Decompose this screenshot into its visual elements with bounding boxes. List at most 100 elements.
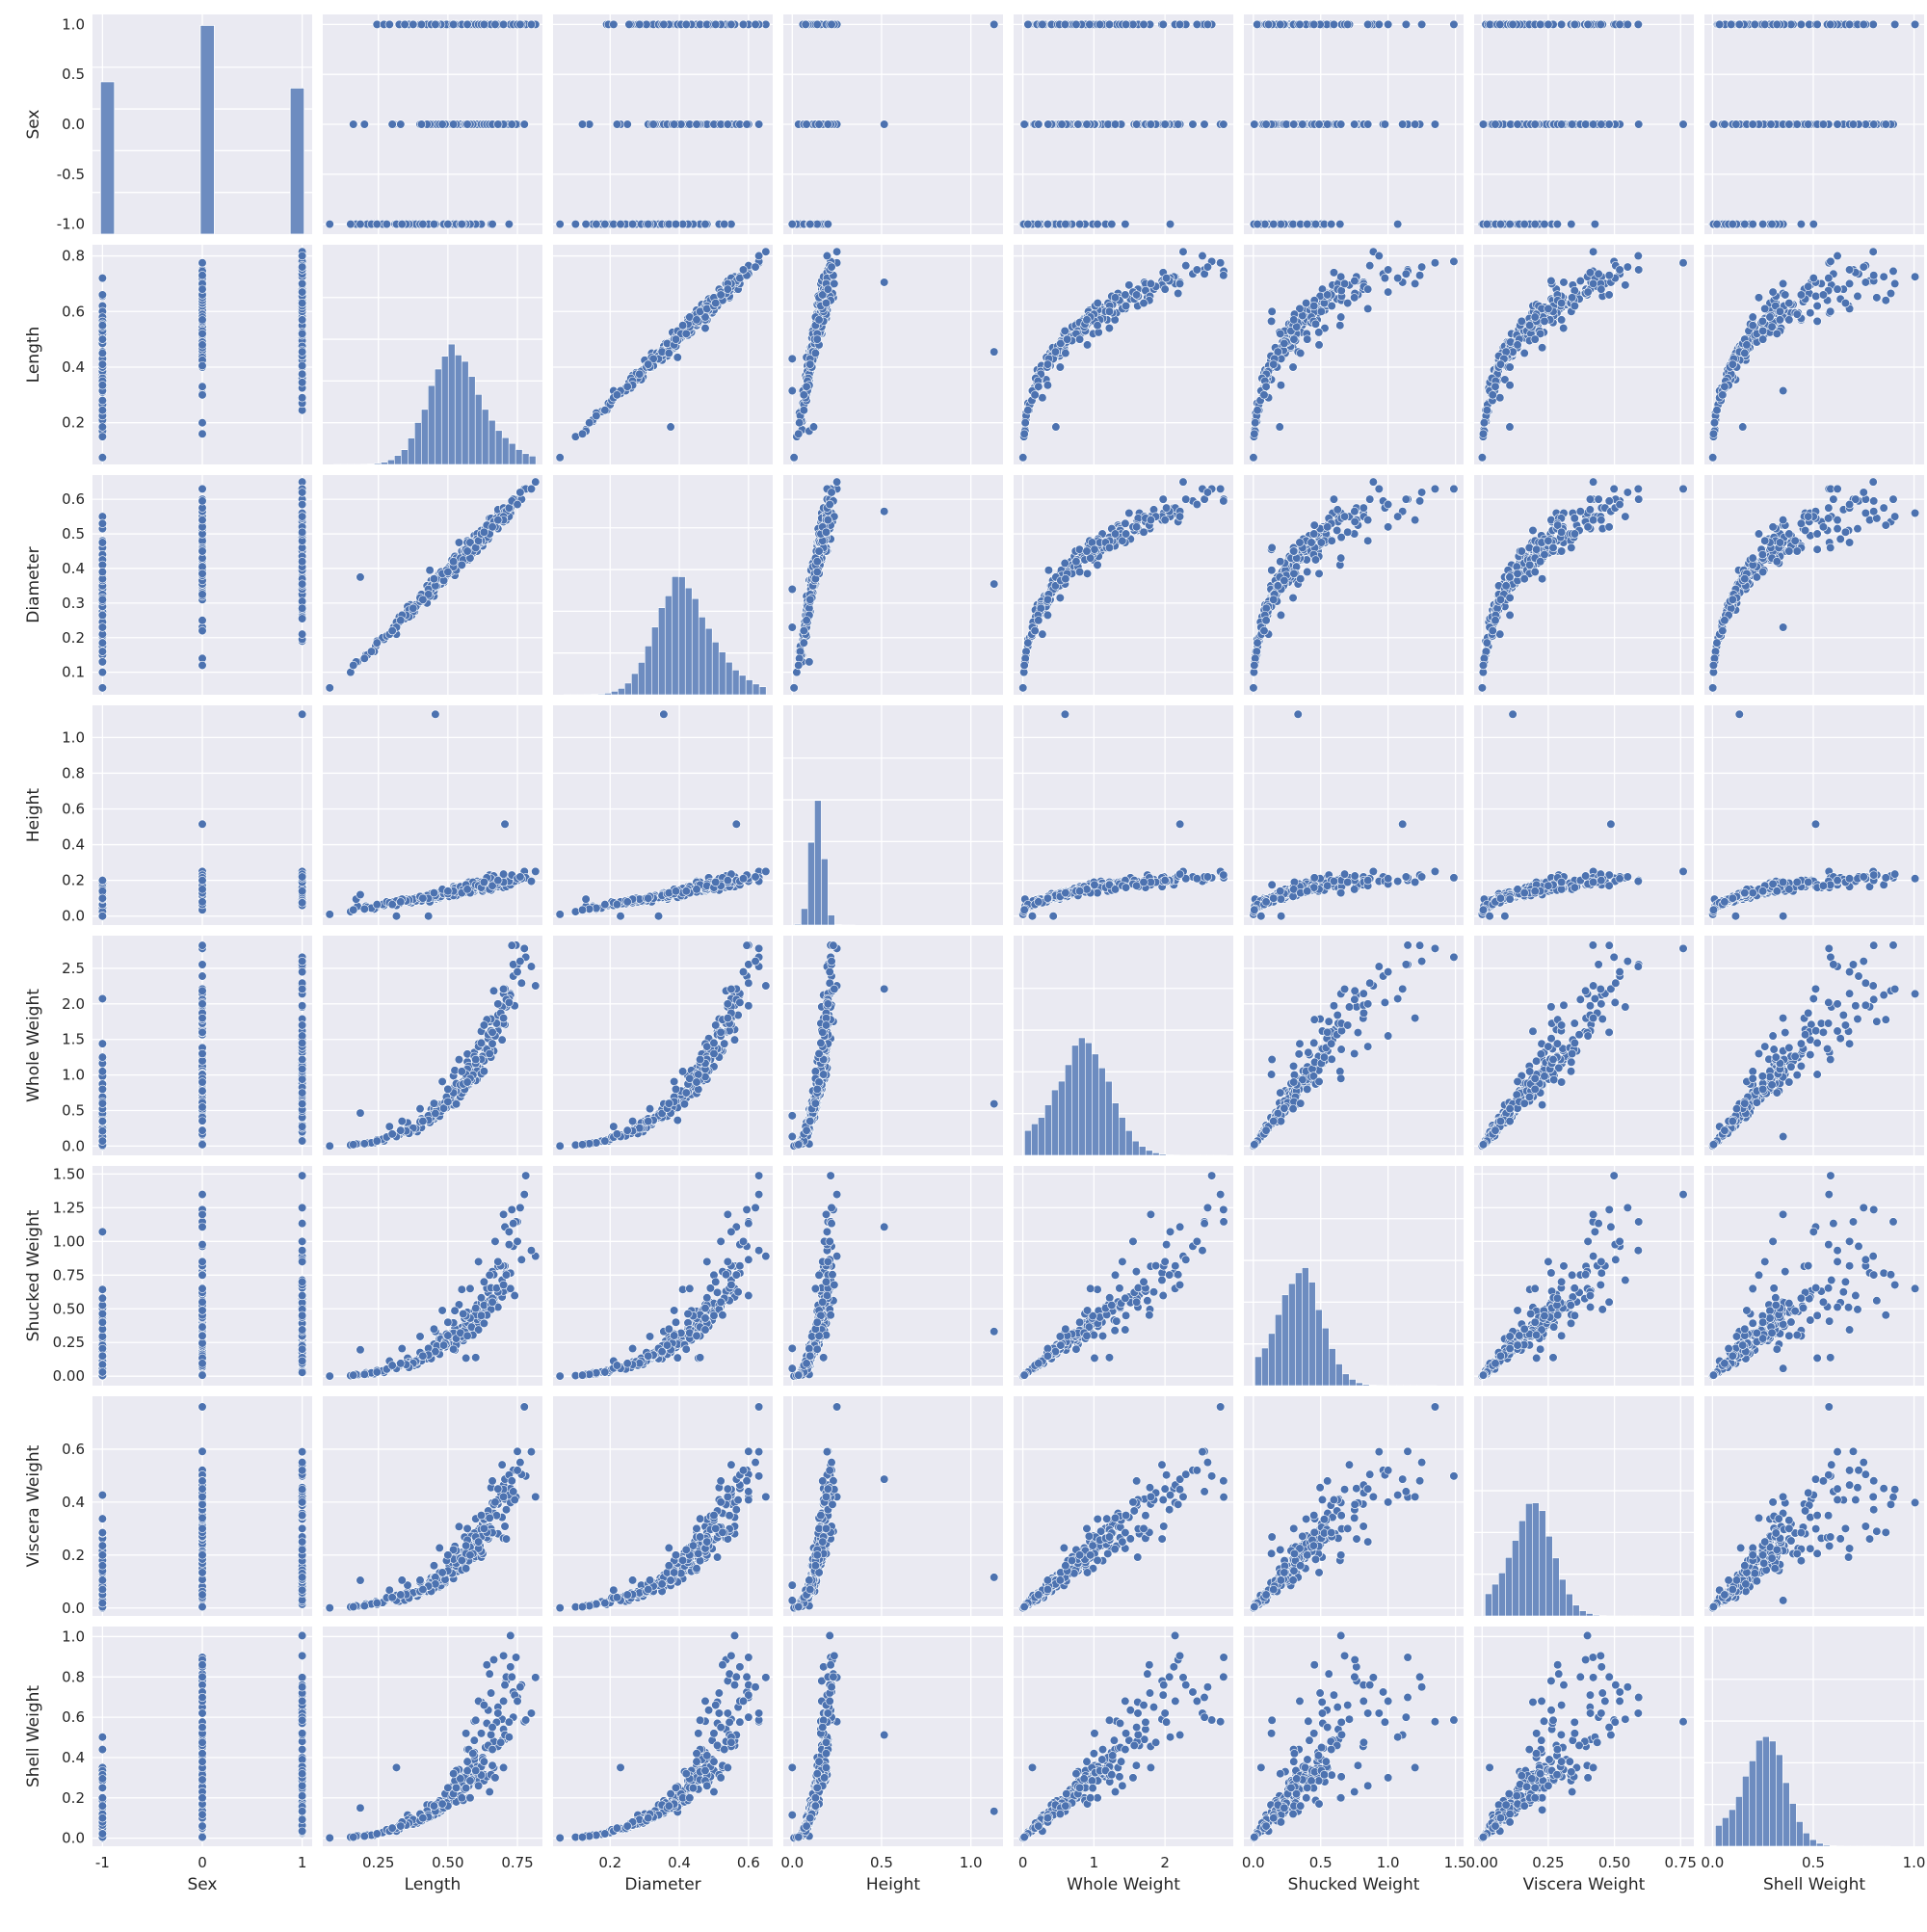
- histogram-bar: [455, 355, 462, 464]
- scatter-point: [1375, 20, 1384, 29]
- scatter-point: [388, 120, 397, 129]
- scatter-point: [1290, 335, 1299, 344]
- scatter-point: [800, 626, 808, 635]
- scatter-point: [1043, 220, 1052, 228]
- scatter-point: [1051, 348, 1060, 357]
- scatter-point: [1849, 120, 1858, 129]
- scatter-point: [98, 349, 107, 357]
- scatter-point: [298, 299, 306, 307]
- scatter-point: [1797, 20, 1806, 29]
- scatter-point: [813, 20, 822, 29]
- scatter-point: [1311, 320, 1320, 329]
- scatter-point: [356, 220, 365, 228]
- scatter-point: [1340, 279, 1349, 288]
- scatter-point: [824, 120, 832, 129]
- scatter-point: [1741, 220, 1750, 228]
- scatter-point: [635, 20, 644, 29]
- scatter-point: [198, 383, 207, 391]
- scatter-point: [1721, 383, 1729, 391]
- scatter-point: [1595, 270, 1603, 278]
- y-tick-label: 0.8: [62, 248, 85, 265]
- scatter-point: [1634, 20, 1643, 29]
- scatter-point: [628, 220, 637, 228]
- scatter-point: [298, 361, 306, 370]
- scatter-point: [1311, 220, 1320, 228]
- scatter-point: [806, 360, 815, 369]
- scatter-point: [1841, 299, 1850, 307]
- scatter-point: [1544, 20, 1553, 29]
- scatter-point: [1768, 220, 1777, 228]
- scatter-point: [1253, 20, 1261, 29]
- scatter-point: [1779, 386, 1787, 395]
- scatter-point: [693, 120, 701, 129]
- scatter-point: [593, 220, 601, 228]
- scatter-point: [1262, 120, 1271, 129]
- y-tick-label: 0.2: [62, 629, 85, 647]
- panel-diameter-vs-whole_weight: [1014, 475, 1233, 695]
- scatter-point: [1531, 313, 1540, 322]
- scatter-point: [1323, 291, 1332, 300]
- scatter-point: [1018, 453, 1027, 462]
- scatter-point: [516, 489, 525, 497]
- scatter-point: [449, 20, 458, 29]
- scatter-point: [1589, 248, 1597, 256]
- scatter-point: [1781, 291, 1789, 300]
- scatter-point: [1315, 120, 1324, 129]
- panel-length-vs-whole_weight: [1014, 245, 1233, 464]
- scatter-point: [1282, 120, 1291, 129]
- histogram-bar: [387, 460, 394, 464]
- scatter-point: [449, 120, 458, 129]
- scatter-point: [578, 430, 587, 438]
- scatter-point: [1174, 289, 1182, 298]
- scatter-point: [298, 489, 306, 497]
- scatter-point: [508, 120, 516, 129]
- scatter-point: [1589, 120, 1597, 129]
- scatter-point: [1571, 20, 1579, 29]
- scatter-point: [1813, 302, 1822, 310]
- scatter-point: [1336, 321, 1345, 330]
- scatter-point: [488, 523, 497, 532]
- scatter-point: [1483, 220, 1491, 228]
- scatter-point: [1623, 263, 1632, 272]
- scatter-point: [1766, 313, 1775, 322]
- scatter-point: [1889, 267, 1898, 276]
- histogram-bar: [604, 693, 611, 695]
- scatter-point: [298, 379, 306, 387]
- histogram-bar: [421, 410, 428, 464]
- scatter-point: [1216, 258, 1225, 267]
- scatter-point: [1622, 281, 1630, 290]
- y-tick-label: -1.0: [57, 216, 85, 233]
- scatter-point: [360, 120, 369, 129]
- scatter-point: [1520, 220, 1529, 228]
- scatter-point: [800, 406, 808, 414]
- histogram-bar: [678, 577, 685, 695]
- scatter-point: [1634, 251, 1643, 260]
- scatter-point: [1616, 266, 1624, 275]
- scatter-point: [815, 120, 824, 129]
- scatter-point: [198, 418, 207, 427]
- scatter-point: [1758, 327, 1767, 335]
- histogram-bar: [100, 82, 115, 234]
- scatter-point: [1887, 289, 1895, 298]
- scatter-point: [298, 330, 306, 338]
- y-tick-label: 0.5: [62, 525, 85, 543]
- scatter-point: [1384, 266, 1392, 275]
- scatter-point: [419, 595, 428, 604]
- scatter-point: [665, 349, 673, 357]
- scatter-point: [1062, 349, 1070, 357]
- scatter-point: [880, 120, 888, 129]
- panel-diameter-vs-length: [323, 475, 542, 695]
- scatter-point: [806, 595, 815, 604]
- scatter-point: [444, 568, 453, 576]
- scatter-point: [388, 626, 397, 635]
- scatter-point: [455, 539, 463, 547]
- scatter-point: [803, 617, 811, 625]
- scatter-point: [788, 220, 797, 228]
- panel-sex-vs-length: [323, 14, 542, 234]
- scatter-point: [701, 324, 710, 332]
- histogram-bar: [692, 598, 699, 695]
- scatter-point: [711, 299, 720, 307]
- panel-sex-vs-viscera_weight: [1474, 14, 1694, 234]
- scatter-point: [711, 20, 720, 29]
- scatter-point: [1873, 294, 1882, 303]
